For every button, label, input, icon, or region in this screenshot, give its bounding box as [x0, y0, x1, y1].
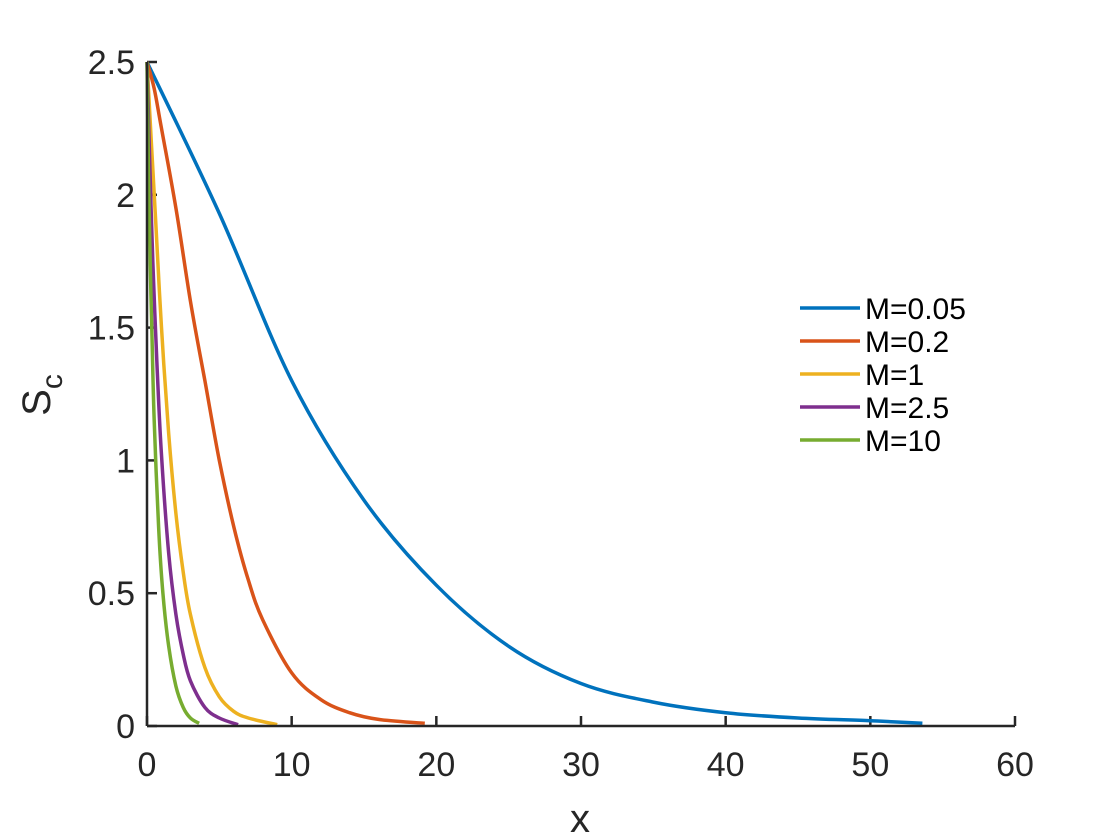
legend-label-m-2-5: M=2.5 — [865, 392, 949, 425]
x-tick-label: 50 — [851, 746, 889, 784]
x-tick-label: 60 — [996, 746, 1034, 784]
legend-label-m-10: M=10 — [865, 425, 941, 458]
y-axis-label-main: S — [15, 389, 59, 416]
x-tick-label: 40 — [707, 746, 745, 784]
legend-label-m-1: M=1 — [865, 359, 924, 392]
y-tick-label: 1 — [116, 442, 135, 480]
y-tick-label: 0.5 — [88, 575, 135, 613]
x-axis-ticks: 0 10 20 30 40 50 60 — [138, 716, 1034, 784]
series-lines — [145, 61, 923, 727]
series-line-m-10 — [145, 61, 200, 725]
legend: M=0.05M=0.2M=1M=2.5M=10 — [800, 293, 966, 458]
legend-label-m-0-05: M=0.05 — [865, 293, 966, 326]
series-line-m-2-5 — [145, 61, 239, 727]
y-axis-label: Sc — [15, 374, 69, 416]
series-line-m-1 — [145, 61, 278, 727]
y-axis-ticks: 0 0.5 1 1.5 2 2.5 — [88, 44, 157, 746]
y-tick-label: 1.5 — [88, 310, 135, 348]
x-tick-label: 10 — [273, 746, 311, 784]
y-axis-label-subscript: c — [36, 374, 69, 389]
series-line-m-0-2 — [145, 61, 425, 726]
y-tick-label: 2.5 — [88, 44, 135, 82]
x-tick-label: 30 — [562, 746, 600, 784]
svg-text:Sc: Sc — [15, 374, 69, 416]
y-tick-label: 0 — [116, 708, 135, 746]
x-axis-label: x — [570, 797, 590, 840]
legend-label-m-0-2: M=0.2 — [865, 326, 949, 359]
x-tick-label: 0 — [138, 746, 157, 784]
series-line-m-0-05 — [145, 61, 923, 726]
y-tick-label: 2 — [116, 177, 135, 215]
x-tick-label: 20 — [417, 746, 455, 784]
